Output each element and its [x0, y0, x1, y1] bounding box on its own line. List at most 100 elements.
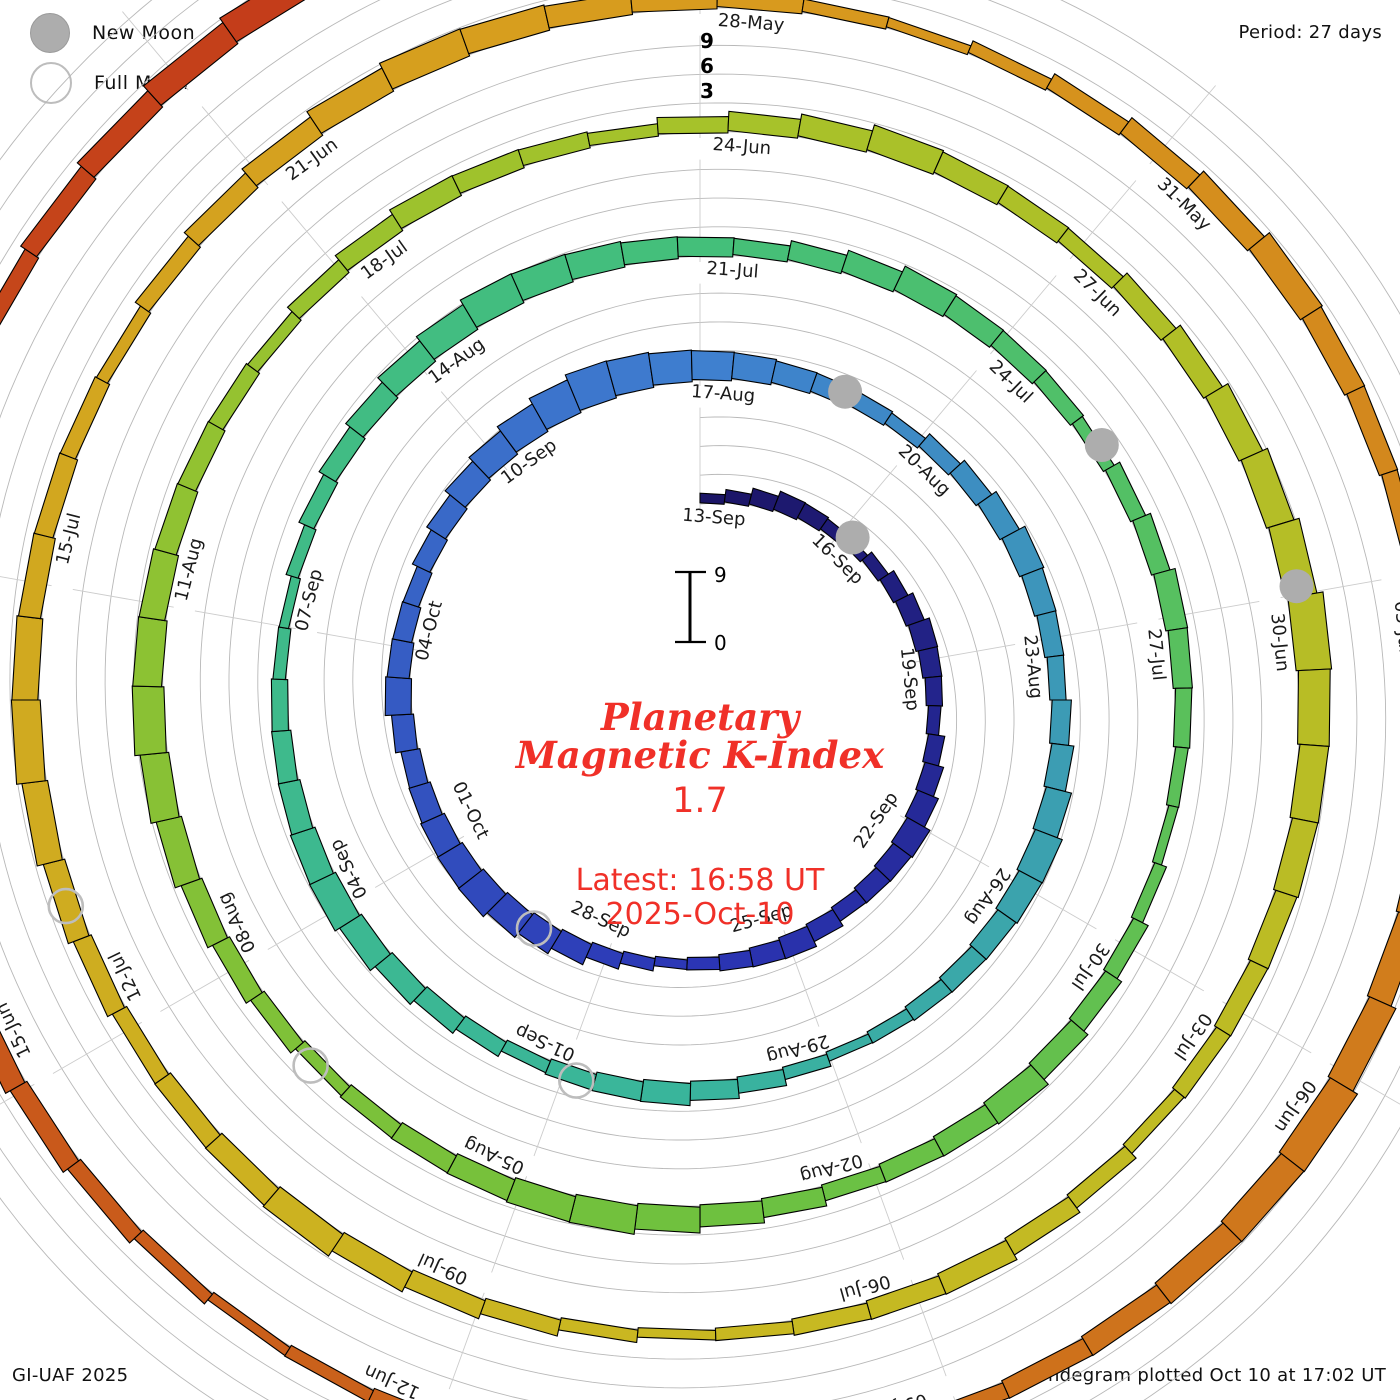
kp-bar: [1151, 804, 1179, 866]
chart-title-line1: Planetary: [600, 695, 802, 739]
kp-bar: [955, 1382, 1011, 1400]
kp-bar: [904, 978, 953, 1022]
kp-bar: [206, 1291, 291, 1357]
kp-bar: [748, 939, 787, 968]
kp-bar: [1213, 959, 1269, 1037]
kp-bar: [479, 1297, 562, 1337]
kp-bar: [289, 826, 335, 886]
kp-bar: [19, 165, 97, 258]
kp-bar: [699, 492, 726, 505]
new-moon-marker: [828, 374, 863, 409]
kp-bar: [586, 123, 659, 147]
kp-bar: [1001, 525, 1045, 578]
spiral-gridline: [133, 102, 1205, 1236]
kp-bar: [1289, 743, 1330, 824]
legend-item-new-moon: New Moon: [22, 8, 195, 58]
kp-bar: [967, 40, 1053, 91]
full-moon-marker: [557, 1062, 595, 1099]
kp-bar: [384, 676, 413, 717]
kp-bar: [619, 950, 656, 972]
kp-bar: [786, 240, 848, 275]
kp-bar: [1395, 893, 1400, 913]
kp-bar: [10, 699, 46, 785]
kp-bar: [936, 1239, 1018, 1295]
kp-bar: [277, 778, 314, 836]
kp-bar: [1154, 1222, 1243, 1305]
spiral-date-label: 13-Sep: [681, 505, 746, 531]
kp-bar: [1162, 324, 1224, 399]
kp-bar: [1000, 1337, 1094, 1399]
kp-bar: [557, 1317, 639, 1344]
kp-bar: [505, 1177, 577, 1223]
kp-bar: [390, 713, 419, 754]
kp-bar: [639, 1078, 692, 1107]
kp-bar: [1153, 567, 1189, 632]
kp-bar: [154, 1072, 221, 1149]
kp-bar: [796, 502, 830, 532]
new-moon-marker: [1084, 428, 1119, 462]
kp-bar: [1033, 369, 1085, 427]
kp-bar: [1132, 512, 1171, 576]
kp-bar: [736, 1068, 788, 1094]
kp-bar: [390, 1121, 458, 1174]
radial-tick-3: 3: [700, 79, 714, 103]
kp-bar: [1297, 668, 1331, 747]
kp-bar: [714, 1320, 795, 1342]
kp-bar: [283, 1344, 375, 1400]
spiral-gridline: [9, 0, 1329, 1360]
kp-bar: [219, 0, 306, 43]
kp-bar: [760, 1186, 828, 1219]
kp-bar: [270, 678, 289, 733]
radial-spoke: [122, 11, 508, 471]
kp-bar: [412, 985, 465, 1035]
kp-bar: [133, 1229, 214, 1305]
kp-bar: [1171, 1026, 1232, 1099]
kp-bar: [132, 616, 168, 688]
kp-bar: [1272, 817, 1319, 899]
kp-bar: [1346, 385, 1399, 477]
spiral-gridline: [75, 45, 1263, 1294]
kp-bar: [1248, 231, 1324, 321]
kp-bar: [1028, 1019, 1089, 1081]
kp-bar: [11, 615, 44, 701]
kp-bar: [1043, 742, 1075, 793]
kp-bar: [1046, 654, 1067, 701]
scale-label-bottom: 0: [714, 631, 727, 655]
kp-bar: [686, 956, 721, 971]
kp-bar: [207, 362, 261, 431]
kp-bar: [95, 305, 152, 385]
radial-spoke: [448, 943, 612, 1390]
kp-bar: [825, 1033, 874, 1062]
kp-bar: [634, 1202, 701, 1234]
full-moon-marker: [515, 910, 553, 947]
kp-bar: [699, 1200, 766, 1228]
kp-bar: [66, 1158, 143, 1244]
spiral-date-label: 30-Jun: [1266, 612, 1293, 672]
kp-bar: [286, 258, 350, 320]
kp-bar: [791, 1302, 872, 1336]
kp-bar: [139, 751, 180, 824]
plotted-timestamp: Condegram plotted Oct 10 at 17:02 UT: [1023, 1365, 1386, 1386]
kp-bar: [982, 1064, 1050, 1125]
kp-bar: [1172, 687, 1193, 749]
spiral-date-label: 24-Jun: [712, 134, 772, 159]
kp-bar: [997, 185, 1070, 244]
kp-bar: [543, 0, 634, 29]
kp-bar: [386, 638, 415, 680]
kp-bar: [932, 1104, 999, 1157]
kp-bar: [885, 16, 972, 56]
kp-bar: [459, 4, 551, 55]
legend-label-new-moon: New Moon: [92, 22, 196, 44]
kp-bar: [517, 131, 591, 167]
kp-bar: [262, 1186, 344, 1257]
kp-bar: [0, 1030, 26, 1095]
kp-bar: [246, 310, 302, 373]
kp-bar: [1247, 889, 1298, 970]
kp-bar: [591, 1071, 644, 1102]
kp-bar: [270, 729, 299, 785]
kp-bar: [0, 248, 40, 326]
kp-bar: [770, 360, 818, 395]
